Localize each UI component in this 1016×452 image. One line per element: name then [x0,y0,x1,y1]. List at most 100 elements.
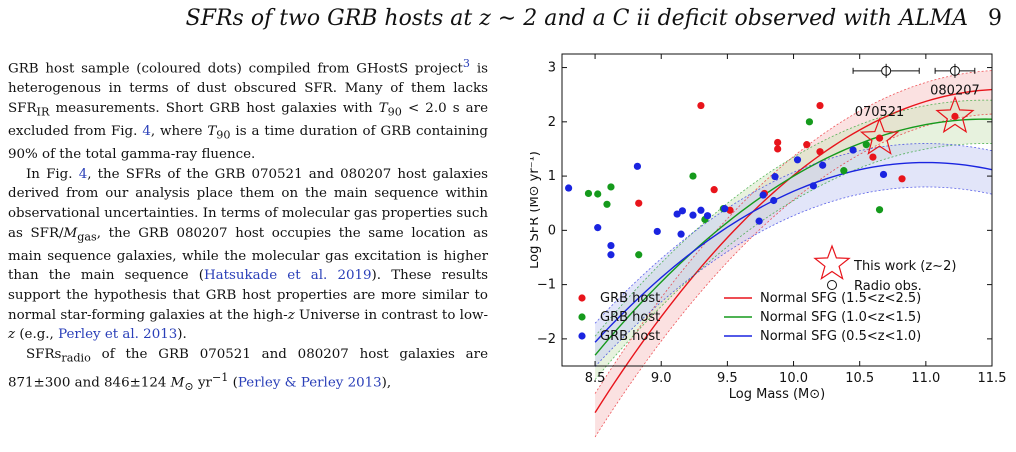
legend-radio-marker [827,280,837,290]
grb-host-point [755,217,763,225]
grb-host-point [633,162,642,170]
model-band-edge [594,70,993,394]
grb-host-point [607,241,615,250]
grb-host-point [862,141,870,149]
this-work-star [859,117,900,155]
y-tick-label: 1 [548,169,556,184]
paragraph-3: SFRsradio of the GRB 070521 and 080207 h… [8,346,488,394]
grb-host-point [771,173,779,181]
legend-label: Normal SFG (1.5<z<2.5) [760,291,921,306]
grb-host-point [603,200,611,208]
radio-markers [852,63,976,78]
grb-host-point [689,211,697,219]
grb-host-point [816,101,824,110]
x-tick-label: 10.5 [845,371,874,386]
this-work-star [935,95,975,134]
x-tick-label: 9.5 [717,371,738,386]
y-tick-label: 0 [548,223,556,238]
legend-dot [578,332,586,340]
paragraph-2: In Fig. 4, the SFRs of the GRB 070521 an… [8,166,489,343]
x-tick-label: 11.0 [911,371,940,386]
citation-link[interactable]: Perley & Perley 2013 [237,375,382,391]
legend-dot [578,313,586,321]
plot-frame [561,53,993,367]
citation-link[interactable]: Perley et al. 2013 [58,327,178,343]
grb-host-point [849,146,857,154]
x-tick-label: 8.5 [585,371,606,386]
x-tick-label: 9.0 [651,371,672,386]
page-number: 9 [988,6,1002,31]
model-band-edge [594,113,993,438]
model-bands [595,70,992,437]
legend-label: GRB host [600,291,660,306]
y-axis-label: Log SFR (M⊙ yr⁻¹) [530,151,542,269]
figure-ref-link[interactable]: 4 [142,123,151,139]
grb-host-point [721,205,729,213]
x-axis-label: Log Mass (M⊙) [729,387,825,402]
grb-label: 080207 [930,83,980,98]
model-curves [594,70,993,438]
data-points [565,101,959,259]
y-tick-label: −1 [537,278,556,293]
grb-host-point [793,156,802,164]
grb-host-point [875,134,884,142]
model-band [595,100,992,380]
legend-label: Normal SFG (1.0<z<1.5) [760,310,921,325]
body-text: GRB host sample (coloured dots) compiled… [8,54,488,397]
grb-host-point [697,206,705,214]
page-header: SFRs of two GRB hosts at z ∼ 2 and a C i… [186,4,1002,40]
grb-host-point [584,189,593,198]
legend-label: GRB host [600,310,660,325]
model-curve [594,118,993,356]
legend-label: GRB host [600,329,660,344]
this-work-markers: 070521 080207 [855,83,980,155]
axes: 8.5 9.0 9.5 10.0 10.5 11.0 11.5 −2 −1 0 1 2 3 Log Mas… [527,53,1007,402]
running-title: SFRs of two GRB hosts at z ∼ 2 and a C i… [185,6,968,31]
model-band-edge [594,143,993,324]
paragraph-1: GRB host sample (coloured dots) compiled… [8,57,488,163]
x-tick-label: 10.0 [779,371,808,386]
grb-host-point [869,153,877,161]
model-curve [594,161,993,343]
grb-host-point [805,118,814,126]
grb-host-point [774,138,782,147]
model-band-edge [594,186,993,367]
grb-host-point [703,212,712,220]
grb-host-point [635,199,643,207]
grb-host-point [697,101,705,110]
legend-star [813,244,851,281]
grb-host-point [770,196,778,205]
y-tick-label: −2 [537,332,556,347]
grb-label: 070521 [855,105,905,120]
grb-host-point [875,206,884,214]
grb-host-point [710,186,718,194]
grb-host-point [803,141,811,149]
grb-host-point [840,167,848,175]
grb-host-point [774,145,782,153]
grb-host-point [677,230,685,238]
grb-host-point [816,148,824,156]
grb-host-point [673,210,681,218]
legend-label: Normal SFG (0.5<z<1.0) [760,329,921,344]
grb-host-point [635,251,643,259]
x-tick-label: 11.5 [978,371,1007,386]
grb-host-point [759,191,767,199]
figure-ref-link[interactable]: 4 [78,166,88,182]
grb-host-point [809,182,817,190]
grb-host-point [565,184,573,192]
sfr-mass-chart: 070521 080207 8.5 9.0 9.5 10.0 10.5 11.0 11.5 −2… [527,53,1007,438]
model-band-edge [594,143,993,380]
grb-host-point [594,190,602,198]
grb-host-point [607,251,615,259]
model-band-edge [594,99,993,337]
y-tick-label: 2 [548,115,556,130]
y-tick-label: 3 [548,61,556,76]
figure-4: 070521 080207 8.5 9.0 9.5 10.0 10.5 11.0 11.5 −2… [527,44,1010,444]
legend-dot [578,294,586,302]
footnote-link[interactable]: 3 [462,57,471,70]
grb-host-point [898,175,906,183]
legend-label: This work (z∼2) [853,259,956,274]
legend-label: Radio obs. [854,279,922,294]
citation-link[interactable]: Hatsukade et al. 2019 [204,268,372,284]
grb-host-point [819,161,827,169]
